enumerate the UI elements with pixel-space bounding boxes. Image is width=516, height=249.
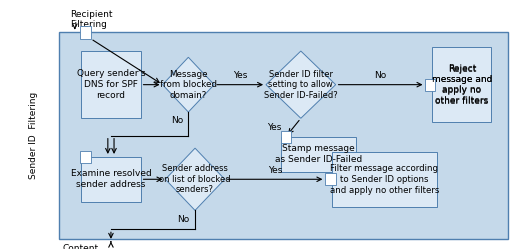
Polygon shape xyxy=(266,51,335,118)
FancyBboxPatch shape xyxy=(82,157,140,202)
FancyBboxPatch shape xyxy=(59,32,508,239)
FancyBboxPatch shape xyxy=(80,151,91,163)
Text: Stamp message
as Sender ID-Failed: Stamp message as Sender ID-Failed xyxy=(275,144,362,164)
FancyBboxPatch shape xyxy=(432,47,491,122)
FancyBboxPatch shape xyxy=(281,131,291,143)
Polygon shape xyxy=(165,148,225,210)
Text: Yes: Yes xyxy=(268,166,282,175)
Text: No: No xyxy=(375,71,386,80)
Text: Filter message according
to Sender ID options
and apply no other filters: Filter message according to Sender ID op… xyxy=(330,164,439,195)
Text: Message
from blocked
domain?: Message from blocked domain? xyxy=(160,70,217,100)
Polygon shape xyxy=(163,57,214,112)
Text: Reject
message and
apply no
other filters: Reject message and apply no other filter… xyxy=(431,63,492,106)
Text: Sender ID  Filtering: Sender ID Filtering xyxy=(29,92,38,179)
FancyBboxPatch shape xyxy=(82,51,140,118)
Text: Yes: Yes xyxy=(233,71,247,80)
Text: Content
Filtering: Content Filtering xyxy=(63,244,100,249)
Text: Reject
message and
apply no
other filters: Reject message and apply no other filter… xyxy=(431,64,492,105)
Text: No: No xyxy=(178,215,190,224)
Text: Yes: Yes xyxy=(267,123,281,132)
FancyBboxPatch shape xyxy=(79,26,91,39)
Text: Recipient
Filtering: Recipient Filtering xyxy=(70,10,112,29)
FancyBboxPatch shape xyxy=(325,173,335,185)
FancyBboxPatch shape xyxy=(425,79,436,91)
Text: Query sender's
DNS for SPF
record: Query sender's DNS for SPF record xyxy=(77,69,145,100)
FancyBboxPatch shape xyxy=(331,152,437,207)
Text: Examine resolved
sender address: Examine resolved sender address xyxy=(71,169,151,189)
Text: Sender address
on list of blocked
senders?: Sender address on list of blocked sender… xyxy=(159,164,231,194)
FancyBboxPatch shape xyxy=(281,137,356,172)
Text: No: No xyxy=(171,116,183,125)
Text: Sender ID filter
setting to allow
Sender ID-Failed?: Sender ID filter setting to allow Sender… xyxy=(264,70,337,100)
